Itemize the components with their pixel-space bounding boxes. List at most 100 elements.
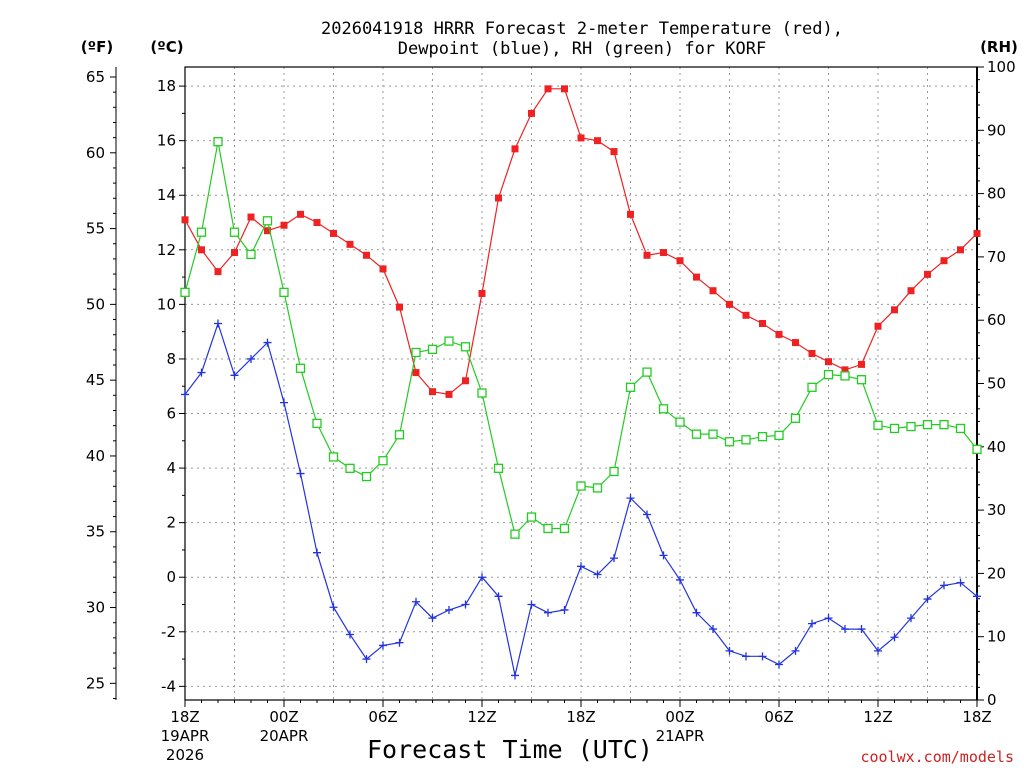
fahrenheit-tick-label: 55: [86, 220, 105, 238]
temperature-point: [412, 369, 420, 377]
temperature-point: [594, 137, 601, 145]
rh-point: [939, 419, 949, 430]
rh-unit-label: (RH): [980, 38, 1018, 56]
rh-point: [444, 336, 454, 346]
dewpoint-point: [527, 600, 536, 609]
rh-point: [559, 523, 570, 534]
x-tick-label: 06Z: [764, 708, 793, 726]
temperature-point: [198, 246, 205, 254]
dewpoint-point: [758, 652, 767, 661]
temperature-point: [445, 390, 453, 398]
x-tick-label: 00Z: [665, 708, 694, 726]
temperature-point: [973, 229, 981, 237]
dewpoint-point: [923, 595, 932, 604]
x-tick-label: 00Z: [269, 708, 298, 726]
rh-point: [774, 430, 784, 441]
fahrenheit-tick-label: 65: [86, 68, 105, 86]
temperature-point: [511, 145, 519, 153]
temperature-point: [330, 229, 337, 237]
dewpoint-point: [610, 554, 618, 563]
rh-point: [691, 429, 702, 439]
dewpoint-point: [247, 354, 255, 363]
rh-point: [345, 463, 355, 473]
temperature-point: [214, 268, 222, 276]
fahrenheit-tick-label: 40: [86, 447, 105, 465]
dewpoint-point: [181, 390, 189, 399]
rh-point: [394, 430, 405, 440]
rh-point: [889, 423, 900, 434]
celsius-tick-label: -2: [161, 623, 176, 641]
dewpoint-point: [544, 608, 552, 617]
rh-point: [427, 344, 438, 354]
temperature-point: [528, 109, 535, 117]
celsius-tick-label: 4: [166, 459, 176, 477]
dewpoint-point: [725, 646, 734, 655]
temperature-point: [660, 249, 667, 257]
rh-point: [906, 421, 916, 432]
rh-point: [229, 227, 240, 237]
rh-tick-label: 10: [987, 628, 1006, 646]
dewpoint-point: [890, 633, 899, 642]
dewpoint-point: [874, 646, 882, 655]
rh-point: [576, 481, 586, 491]
dewpoint-point: [907, 614, 915, 623]
temperature-point: [742, 311, 750, 319]
x-tick-label: 18Z: [962, 708, 991, 726]
rh-tick-label: 20: [987, 564, 1006, 582]
dewpoint-point: [445, 605, 453, 614]
dewpoint-point: [511, 671, 519, 680]
dewpoint-point: [395, 638, 404, 647]
dewpoint-point: [775, 660, 783, 669]
credit-text: coolwx.com/models: [860, 748, 1014, 766]
temperature-point: [726, 300, 733, 308]
rh-point: [411, 347, 421, 358]
temperature-point: [363, 251, 370, 259]
dewpoint-point: [296, 469, 305, 478]
rh-point: [724, 437, 735, 447]
x-tick-date-label: 19APR: [161, 727, 210, 745]
x-tick-label: 12Z: [863, 708, 892, 726]
rh-point: [625, 382, 636, 392]
rh-tick-label: 80: [987, 185, 1006, 203]
rh-point: [873, 420, 883, 430]
rh-point: [609, 466, 619, 477]
temperature-point: [924, 270, 931, 278]
temperature-point: [396, 303, 403, 311]
temperature-point: [841, 366, 849, 374]
rh-point: [757, 432, 768, 442]
fahrenheit-tick-label: 30: [86, 599, 105, 617]
temperature-point: [940, 257, 948, 265]
dewpoint-point: [593, 570, 602, 579]
chart-title-line2: Dewpoint (blue), RH (green) for KORF: [398, 39, 766, 59]
dewpoint-point: [560, 605, 569, 614]
celsius-tick-label: 18: [157, 77, 176, 95]
dewpoint-point: [841, 625, 849, 634]
dewpoint-point: [709, 625, 717, 634]
rh-tick-label: 0: [987, 691, 997, 709]
dewpoint-point: [263, 338, 272, 347]
temperature-point: [478, 289, 486, 297]
dewpoint-point: [973, 592, 981, 601]
temperature-point: [676, 257, 684, 265]
rh-point: [592, 483, 603, 493]
temperature-point: [462, 377, 469, 385]
data-series: [180, 85, 982, 680]
rh-point: [526, 512, 537, 522]
dewpoint-point: [791, 646, 800, 655]
rh-tick-label: 100: [987, 58, 1016, 76]
rh-point: [477, 388, 487, 398]
dewpoint-point: [461, 600, 470, 609]
temperature-point: [874, 322, 882, 330]
celsius-tick-label: 16: [157, 132, 176, 150]
rh-point: [807, 382, 817, 392]
temperature-point: [858, 360, 865, 368]
rh-point: [279, 287, 289, 297]
dewpoint-point: [626, 494, 635, 503]
dewpoint-point: [824, 614, 833, 623]
dewpoint-point: [346, 630, 354, 639]
x-tick-label: 18Z: [566, 708, 595, 726]
rh-tick-label: 50: [987, 375, 1006, 393]
x-tick-label: 06Z: [368, 708, 397, 726]
rh-point: [361, 471, 372, 482]
